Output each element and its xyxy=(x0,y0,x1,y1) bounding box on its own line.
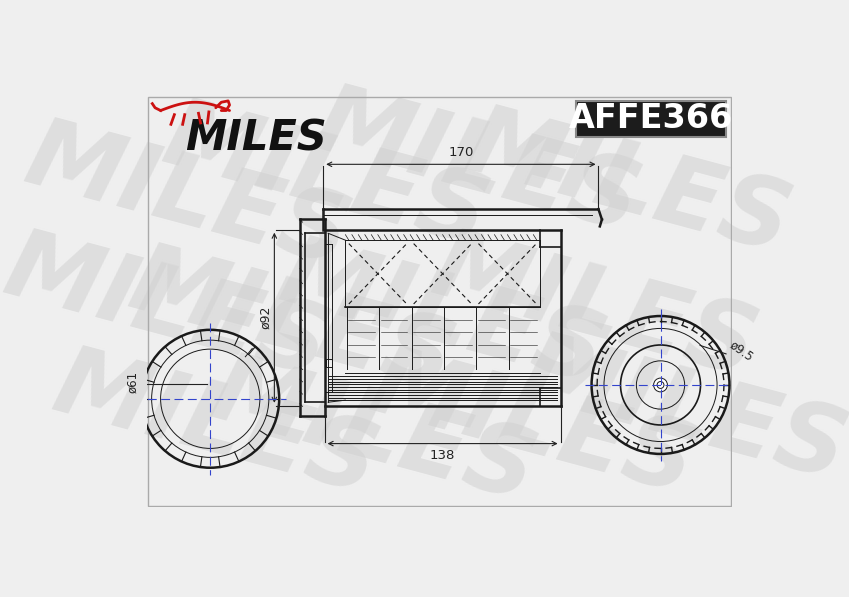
Text: MILES: MILES xyxy=(16,111,360,287)
Text: ø9.5: ø9.5 xyxy=(728,338,756,364)
Text: MILES: MILES xyxy=(306,76,649,252)
Text: MILES: MILES xyxy=(202,346,547,521)
Text: MILES: MILES xyxy=(120,235,464,411)
Text: ø61: ø61 xyxy=(127,371,139,393)
Bar xyxy=(326,359,332,367)
Text: MILES: MILES xyxy=(361,338,705,514)
Text: MILES: MILES xyxy=(458,97,801,273)
Text: 170: 170 xyxy=(448,146,474,159)
FancyBboxPatch shape xyxy=(576,101,726,137)
Text: MILES: MILES xyxy=(154,90,498,266)
Text: MILES: MILES xyxy=(423,221,767,397)
Text: MILES: MILES xyxy=(0,221,340,397)
Text: MILES: MILES xyxy=(44,338,388,514)
Text: AFFE366: AFFE366 xyxy=(569,102,733,136)
Text: MILES: MILES xyxy=(185,117,327,159)
Text: ø92: ø92 xyxy=(259,306,272,330)
Text: MILES: MILES xyxy=(513,325,849,500)
Text: MILES: MILES xyxy=(272,228,616,404)
Text: 138: 138 xyxy=(430,449,455,462)
Circle shape xyxy=(654,378,667,392)
